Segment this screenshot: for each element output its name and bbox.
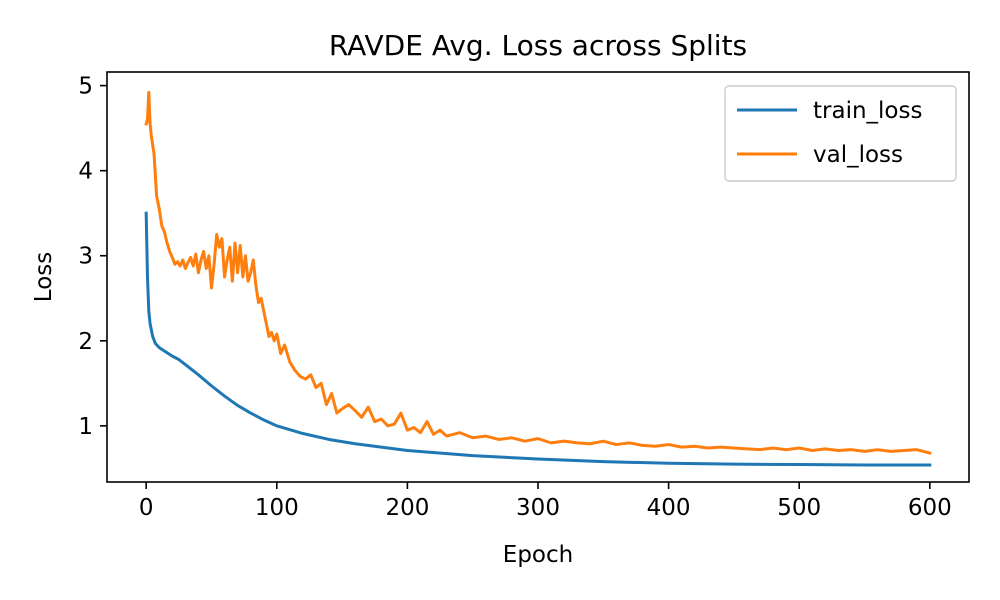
legend-label-val: val_loss bbox=[813, 142, 903, 168]
y-axis-ticks: 1 2 3 4 5 bbox=[78, 74, 107, 440]
y-tick-label: 1 bbox=[78, 414, 93, 440]
x-tick-label: 500 bbox=[777, 495, 821, 521]
x-tick-label: 200 bbox=[385, 495, 429, 521]
x-tick-label: 0 bbox=[139, 495, 154, 521]
y-tick-label: 5 bbox=[78, 74, 93, 100]
x-tick-label: 600 bbox=[908, 495, 952, 521]
legend: train_loss val_loss bbox=[724, 85, 957, 182]
series-line-val-loss bbox=[144, 90, 932, 455]
x-tick-label: 100 bbox=[255, 495, 299, 521]
x-axis-label: Epoch bbox=[503, 542, 573, 568]
y-tick-label: 3 bbox=[78, 244, 93, 270]
x-tick-label: 300 bbox=[516, 495, 560, 521]
y-axis-label: Loss bbox=[31, 252, 57, 302]
x-axis-ticks: 0 100 200 300 400 500 600 bbox=[139, 482, 952, 521]
legend-label-train: train_loss bbox=[813, 98, 922, 124]
series-line-train-loss bbox=[144, 211, 932, 467]
y-tick-label: 4 bbox=[78, 159, 93, 185]
y-tick-label: 2 bbox=[78, 329, 93, 355]
series-layer bbox=[144, 90, 932, 467]
chart-title: RAVDE Avg. Loss across Splits bbox=[329, 29, 747, 62]
x-tick-label: 400 bbox=[647, 495, 691, 521]
